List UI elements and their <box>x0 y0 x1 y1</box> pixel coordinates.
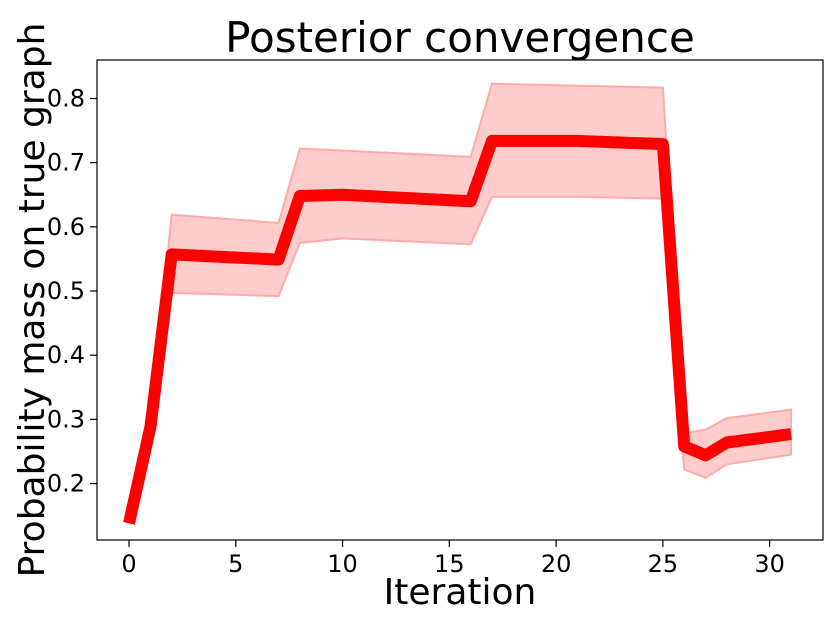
data-point <box>149 426 151 428</box>
data-point <box>299 195 301 197</box>
y-tick-label: 0.7 <box>47 149 85 177</box>
data-point <box>683 445 685 447</box>
y-tick-label: 0.8 <box>47 85 85 113</box>
y-tick-label: 0.4 <box>47 341 85 369</box>
data-point <box>576 140 578 142</box>
y-tick-label: 0.2 <box>47 470 85 498</box>
data-point <box>470 200 472 202</box>
y-tick-label: 0.3 <box>47 405 85 433</box>
x-tick-label: 5 <box>228 550 243 578</box>
x-axis-label: Iteration <box>384 572 537 613</box>
data-point <box>662 143 664 145</box>
x-tick-label: 0 <box>121 550 136 578</box>
x-tick-label: 30 <box>754 550 785 578</box>
chart-title: Posterior convergence <box>225 13 695 62</box>
data-point <box>171 253 173 255</box>
data-point <box>726 442 728 444</box>
data-point <box>491 140 493 142</box>
y-tick-label: 0.5 <box>47 277 85 305</box>
x-tick-label: 25 <box>648 550 679 578</box>
data-point <box>342 194 344 196</box>
x-tick-label: 10 <box>327 550 358 578</box>
x-tick-label: 20 <box>541 550 572 578</box>
confidence-band <box>128 82 792 524</box>
mean-line <box>123 134 792 525</box>
x-tick-label: 15 <box>434 550 465 578</box>
data-point <box>705 454 707 456</box>
plot-frame <box>96 59 824 541</box>
y-tick-label: 0.6 <box>47 213 85 241</box>
y-axis-label: Probability mass on true graph <box>12 23 53 578</box>
data-point <box>128 522 130 524</box>
data-point <box>790 433 792 435</box>
data-point <box>278 259 280 261</box>
